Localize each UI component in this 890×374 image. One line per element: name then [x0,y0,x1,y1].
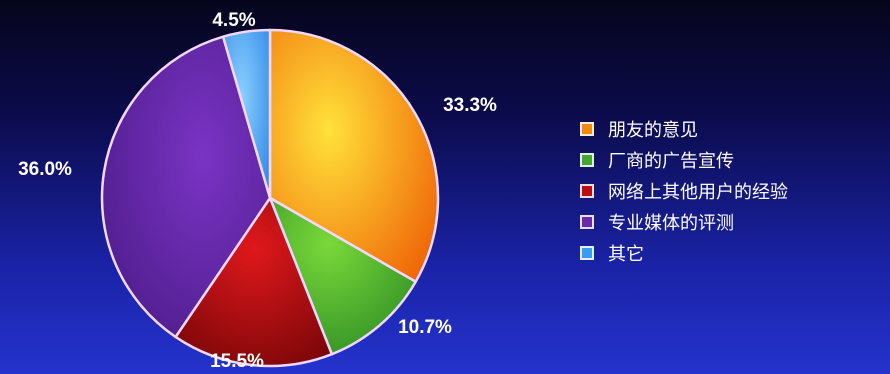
legend-item: 朋友的意见 [580,118,788,141]
pie-slice-4 [100,35,272,339]
legend: 朋友的意见厂商的广告宣传网络上其他用户的经验 专业媒体的评测 其它 [580,118,788,265]
slice-value-label: 36.0% [18,159,72,180]
legend-swatch [580,184,594,198]
legend-item: 专业媒体的评测 [580,211,788,234]
legend-item: 网络上其他用户的经验 [580,180,788,203]
legend-swatch [580,215,594,229]
legend-label: 朋友的意见 [608,120,698,141]
slice-value-label: 33.3% [443,95,497,116]
legend-swatch [580,153,594,167]
slice-value-label: 15.5% [210,351,264,372]
slice-value-label: 4.5% [212,10,255,31]
legend-label: 其它 [608,244,644,265]
legend-label: 网络上其他用户的经验 [608,182,788,203]
pie-slice-5 [221,28,272,200]
legend-label: 厂商的广告宣传 [608,151,734,172]
legend-swatch [580,246,594,260]
legend-item: 厂商的广告宣传 [580,149,788,172]
slice-value-label: 10.7% [398,317,452,338]
legend-swatch [580,122,594,136]
pie-slice-1 [268,28,440,283]
legend-item: 其它 [580,242,788,265]
legend-label: 专业媒体的评测 [608,213,734,234]
pie-slice-2 [268,196,417,356]
pie-slice-3 [174,196,334,368]
